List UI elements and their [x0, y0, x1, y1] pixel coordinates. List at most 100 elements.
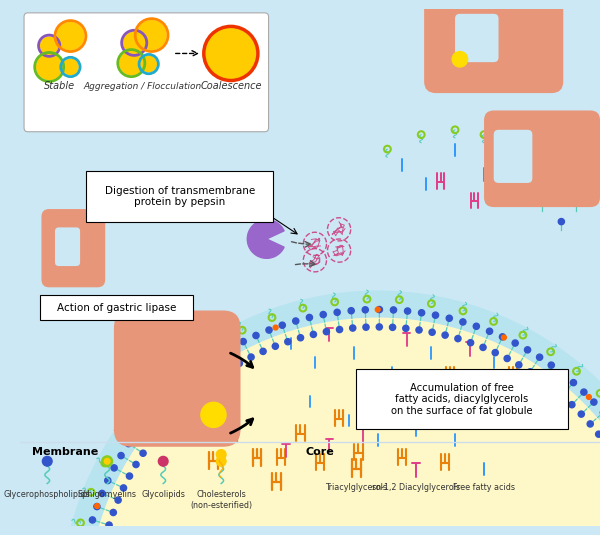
Circle shape — [524, 347, 530, 353]
Circle shape — [429, 329, 435, 335]
Text: Glycolipids: Glycolipids — [141, 490, 185, 499]
FancyBboxPatch shape — [41, 209, 105, 287]
Circle shape — [539, 199, 545, 205]
Circle shape — [538, 376, 544, 383]
Circle shape — [337, 326, 343, 333]
Text: Triacylglycerols: Triacylglycerols — [325, 483, 388, 492]
Circle shape — [171, 387, 177, 393]
Circle shape — [596, 431, 600, 437]
Circle shape — [548, 362, 554, 368]
Circle shape — [285, 339, 291, 345]
FancyBboxPatch shape — [455, 14, 499, 62]
Circle shape — [151, 407, 157, 413]
Circle shape — [193, 369, 199, 374]
Circle shape — [559, 371, 566, 377]
Circle shape — [310, 331, 316, 338]
Circle shape — [559, 393, 565, 399]
Circle shape — [587, 421, 593, 427]
Text: Accumulation of free
fatty acids, diacylglycerols
on the surface of fat globule: Accumulation of free fatty acids, diacyl… — [391, 383, 533, 416]
Circle shape — [94, 503, 100, 510]
Circle shape — [106, 522, 112, 528]
Circle shape — [63, 59, 78, 75]
Circle shape — [193, 391, 199, 397]
Circle shape — [433, 312, 439, 318]
Circle shape — [217, 456, 226, 466]
Circle shape — [225, 367, 231, 373]
Circle shape — [571, 379, 577, 386]
Circle shape — [137, 21, 166, 50]
Circle shape — [206, 28, 256, 79]
Circle shape — [350, 325, 356, 331]
Circle shape — [492, 349, 499, 356]
Circle shape — [134, 429, 140, 435]
Circle shape — [110, 509, 116, 516]
Circle shape — [253, 332, 259, 339]
Circle shape — [480, 345, 486, 350]
Circle shape — [452, 51, 467, 67]
FancyBboxPatch shape — [356, 370, 568, 430]
Circle shape — [215, 353, 222, 358]
Circle shape — [504, 355, 510, 362]
Circle shape — [391, 307, 397, 313]
Circle shape — [516, 362, 522, 368]
Circle shape — [37, 55, 62, 80]
Circle shape — [155, 429, 162, 435]
Circle shape — [133, 461, 139, 468]
Circle shape — [89, 517, 95, 523]
Circle shape — [266, 327, 272, 333]
Circle shape — [95, 503, 100, 508]
Circle shape — [158, 456, 168, 466]
Circle shape — [111, 465, 117, 471]
Circle shape — [389, 324, 395, 331]
Circle shape — [362, 307, 368, 313]
Text: Cholesterols
(non-esterified): Cholesterols (non-esterified) — [190, 490, 252, 510]
Circle shape — [88, 318, 600, 535]
Text: Sphigomyelins: Sphigomyelins — [77, 490, 137, 499]
Circle shape — [124, 32, 145, 54]
Circle shape — [204, 360, 210, 366]
Circle shape — [416, 327, 422, 333]
Circle shape — [272, 343, 278, 349]
Circle shape — [125, 440, 131, 447]
Circle shape — [549, 384, 555, 391]
Circle shape — [558, 218, 565, 225]
Circle shape — [293, 318, 299, 324]
Text: Digestion of transmembrane
protein by pepsin: Digestion of transmembrane protein by pe… — [104, 186, 255, 207]
Circle shape — [181, 377, 188, 384]
Circle shape — [581, 389, 587, 395]
Circle shape — [279, 322, 286, 328]
Circle shape — [473, 323, 479, 330]
Circle shape — [418, 310, 425, 316]
FancyBboxPatch shape — [40, 295, 193, 320]
Circle shape — [40, 37, 58, 55]
Circle shape — [236, 360, 242, 366]
Circle shape — [260, 348, 266, 355]
Circle shape — [307, 315, 313, 320]
Circle shape — [334, 309, 340, 316]
Circle shape — [184, 377, 188, 382]
Circle shape — [103, 457, 111, 465]
Circle shape — [573, 199, 579, 205]
Circle shape — [467, 340, 473, 346]
FancyBboxPatch shape — [424, 0, 563, 93]
Circle shape — [376, 307, 382, 312]
Text: Stable: Stable — [44, 81, 76, 91]
FancyBboxPatch shape — [24, 13, 269, 132]
Circle shape — [148, 439, 154, 446]
Circle shape — [131, 434, 136, 439]
Circle shape — [183, 400, 189, 406]
Circle shape — [173, 409, 179, 415]
Circle shape — [201, 402, 226, 427]
Circle shape — [499, 334, 506, 340]
Circle shape — [586, 395, 591, 400]
Text: Aggregation / Flocculation: Aggregation / Flocculation — [84, 82, 202, 91]
Circle shape — [376, 307, 380, 312]
Circle shape — [404, 308, 410, 314]
Circle shape — [164, 418, 170, 425]
FancyBboxPatch shape — [114, 310, 241, 447]
Circle shape — [446, 315, 452, 322]
Circle shape — [487, 328, 493, 334]
Text: Free fatty acids: Free fatty acids — [453, 483, 515, 492]
FancyBboxPatch shape — [494, 130, 532, 183]
Circle shape — [320, 311, 326, 318]
